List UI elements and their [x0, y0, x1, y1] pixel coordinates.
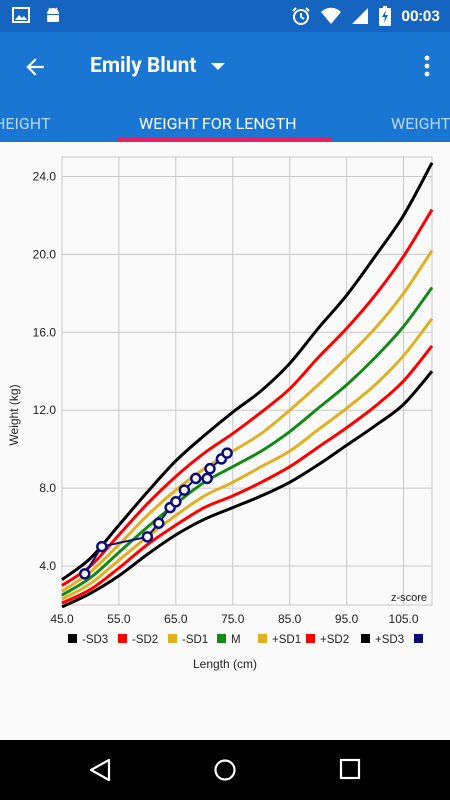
measurement-point	[141, 531, 154, 543]
page-title[interactable]: Emily Blunt	[90, 54, 197, 78]
battery-charging-icon	[379, 6, 392, 26]
back-nav-icon[interactable]	[89, 758, 111, 782]
legend-swatch	[306, 634, 315, 643]
legend-swatch	[414, 634, 423, 643]
measurement-point	[221, 447, 233, 459]
status-bar: 00:03	[0, 0, 450, 32]
x-tick-label: 75.0	[221, 612, 245, 626]
measurement-point	[96, 540, 108, 553]
measurement-point	[204, 462, 216, 475]
legend-label: M	[231, 634, 241, 646]
legend-label: +SD2	[320, 634, 349, 646]
series-line-minussd3	[61, 370, 434, 609]
series-line-plussd2	[61, 208, 434, 587]
recents-nav-icon[interactable]	[339, 758, 361, 780]
more-vert-icon[interactable]	[424, 54, 430, 78]
y-tick-label: 16.0	[33, 325, 57, 339]
x-tick-label: 45.0	[50, 612, 74, 626]
legend-swatch	[217, 634, 226, 643]
x-tick-label: 55.0	[107, 612, 131, 626]
measurement-point	[190, 472, 202, 485]
image-icon	[12, 7, 30, 23]
nav-bar	[0, 740, 450, 800]
tab-height[interactable]: HEIGHT	[0, 114, 51, 133]
legend-label: +SD1	[272, 634, 301, 646]
legend-swatch	[118, 634, 127, 643]
tab-bar: HEIGHT WEIGHT FOR LENGTH WEIGHT	[0, 100, 450, 142]
z-score-annotation: z-score	[391, 592, 427, 604]
series-line-plussd1	[61, 249, 434, 593]
legend-swatch	[68, 634, 77, 643]
measurement-point	[178, 484, 191, 496]
signal-icon	[352, 8, 369, 24]
dropdown-arrow-icon[interactable]	[211, 63, 225, 71]
x-tick-label: 95.0	[335, 612, 359, 626]
series-line-plussd3	[61, 162, 434, 581]
y-tick-label: 20.0	[33, 247, 57, 261]
series-line-m	[61, 286, 434, 597]
x-tick-label: 85.0	[278, 612, 302, 626]
home-nav-icon[interactable]	[213, 758, 237, 782]
legend-label: -SD1	[182, 634, 208, 646]
wifi-icon	[321, 7, 342, 24]
legend-label: +SD3	[375, 634, 404, 646]
y-tick-label: 24.0	[33, 169, 57, 183]
series-line-minussd2	[61, 344, 434, 605]
tab-weight[interactable]: WEIGHT	[391, 114, 450, 133]
measurement-point	[79, 568, 91, 580]
legend-label: -SD3	[82, 634, 108, 646]
y-tick-label: 4.0	[39, 559, 56, 573]
growth-chart: 45.0 55.0 65.0 75.0 85.0 95.0 105.0 4.0 8.0 12.0 1…	[0, 142, 450, 740]
measurement-point	[153, 517, 165, 529]
measurement-point	[201, 472, 213, 485]
y-tick-label: 12.0	[33, 403, 57, 417]
tab-indicator	[118, 138, 332, 141]
measurement-point	[170, 496, 182, 508]
app-toolbar: Emily Blunt	[0, 32, 450, 100]
legend-swatch	[258, 634, 267, 643]
android-icon	[47, 7, 59, 22]
tab-weight-for-length[interactable]: WEIGHT FOR LENGTH	[139, 114, 297, 133]
x-tick-label: 65.0	[164, 612, 188, 626]
alarm-icon	[292, 7, 311, 25]
y-axis-label: Weight (kg)	[7, 384, 21, 445]
legend-swatch	[168, 634, 177, 643]
status-time: 00:03	[401, 7, 440, 25]
chart-legend: -SD3 -SD2 -SD1 M +SD1 +SD2 +SD3	[68, 634, 423, 646]
y-tick-label: 8.0	[39, 481, 56, 495]
chart-svg: 45.0 55.0 65.0 75.0 85.0 95.0 105.0 4.0 8.0 12.0 1…	[7, 156, 434, 671]
x-tick-label: 105.0	[389, 612, 419, 626]
arrow-back-icon[interactable]	[22, 54, 48, 80]
x-axis-label: Length (cm)	[193, 657, 257, 671]
series-line-minussd1	[61, 317, 434, 601]
legend-label: -SD2	[132, 634, 158, 646]
legend-swatch	[361, 634, 370, 643]
